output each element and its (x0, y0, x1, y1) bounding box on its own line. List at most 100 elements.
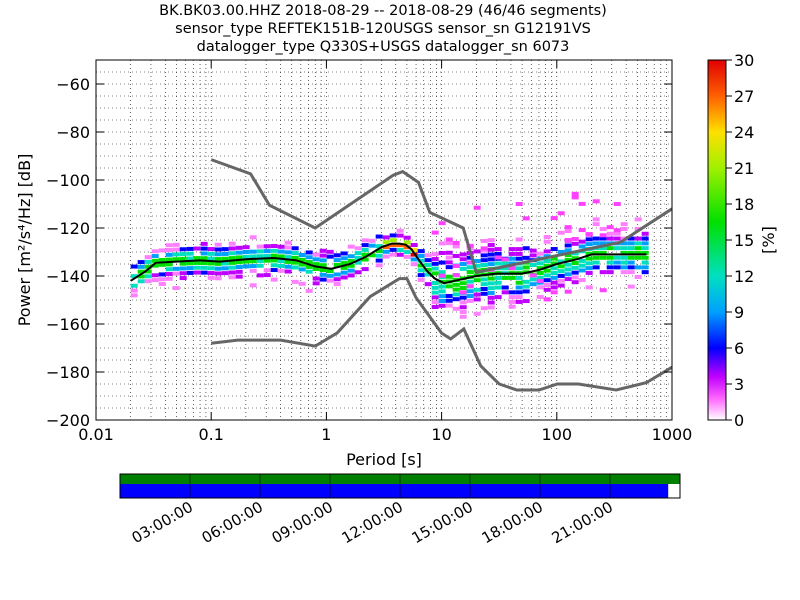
heatmap-cell (424, 267, 432, 272)
heatmap-cell (368, 238, 376, 243)
heatmap-cell (326, 254, 334, 259)
heatmap-cell (522, 284, 530, 289)
heatmap-cell (473, 292, 481, 297)
heatmap-cell (284, 245, 292, 250)
y-tick-label: −80 (56, 123, 90, 142)
heatmap-cell (480, 238, 488, 243)
x-axis: 0.01 0.1 1 10 100 1000 (78, 60, 692, 444)
y-axis-label: Power [m²/s⁴/Hz] [dB] (15, 154, 34, 327)
heatmap-cell (613, 260, 621, 265)
heatmap-cell (508, 304, 516, 309)
heatmap-cell (249, 268, 257, 273)
x-tick-label: 1000 (652, 425, 693, 444)
heatmap-cell (522, 289, 530, 294)
timeline-tick-label: 15:00:00 (409, 498, 476, 547)
mode-line (130, 242, 647, 285)
heatmap-cell (270, 268, 278, 273)
colorbar-tick-label: 0 (734, 411, 744, 430)
heatmap-cell (571, 256, 579, 261)
heatmap-cell (291, 260, 299, 265)
heatmap-cell (459, 266, 467, 271)
heatmap-cell (620, 255, 628, 260)
heatmap-cell (515, 251, 523, 256)
heatmap-cell (326, 278, 334, 283)
timeline-tick-label: 06:00:00 (199, 498, 266, 547)
heatmap-cell (403, 240, 411, 245)
new-high-noise-model-line (210, 158, 672, 275)
heatmap-cell (515, 290, 523, 295)
heatmap-cell (431, 290, 439, 295)
x-axis-label: Period [s] (346, 450, 422, 469)
heatmap-cell (319, 263, 327, 268)
heatmap-cell (487, 257, 495, 262)
heatmap-cell (396, 228, 404, 233)
heatmap-cell (368, 253, 376, 258)
heatmap-cell (571, 191, 579, 196)
heatmap-cell (620, 222, 628, 227)
heatmap-cell (564, 243, 572, 248)
heatmap-cell (284, 264, 292, 269)
heatmap-cell (410, 247, 418, 252)
heatmap-cell (501, 275, 509, 280)
colorbar-tick-label: 18 (734, 195, 754, 214)
heatmap-cell (571, 241, 579, 246)
heatmap-cell (158, 277, 166, 282)
heatmap-cell (221, 256, 229, 261)
heatmap-cell (130, 288, 138, 293)
heatmap-cell (235, 274, 243, 279)
heatmap-cell (382, 244, 390, 249)
heatmap-cell (172, 271, 180, 276)
heatmap-cell (431, 266, 439, 271)
heatmap-cell (459, 295, 467, 300)
heatmap-cell (389, 243, 397, 248)
heatmap-cell (571, 270, 579, 275)
heatmap-cell (480, 306, 488, 311)
colorbar-tick-label: 9 (734, 303, 744, 322)
heatmap-cell (529, 248, 537, 253)
heatmap-cell (193, 265, 201, 270)
heatmap-cell (347, 273, 355, 278)
heatmap-cell (599, 233, 607, 238)
heatmap-cell (487, 286, 495, 291)
heatmap-cell (613, 201, 621, 206)
heatmap-cell (137, 279, 145, 284)
heatmap-cell (627, 260, 635, 265)
chart-title-line2: sensor_type REFTEK151B-120USGS sensor_sn… (175, 21, 591, 37)
heatmap-cell (459, 281, 467, 286)
heatmap-cell (354, 260, 362, 265)
heatmap-cell (179, 252, 187, 257)
heatmap-cell (354, 270, 362, 275)
heatmap-cell (473, 249, 481, 254)
heatmap-cell (291, 279, 299, 284)
heatmap-cell (494, 285, 502, 290)
heatmap-cell (186, 246, 194, 251)
colorbar-tick-label: 3 (734, 375, 744, 394)
heatmap-cell (186, 270, 194, 275)
heatmap-cell (466, 255, 474, 260)
heatmap-cell (151, 278, 159, 283)
heatmap-cell (487, 305, 495, 310)
heatmap-cell (312, 281, 320, 286)
heatmap-cell (417, 277, 425, 282)
colorbar-tick-label: 21 (734, 159, 754, 178)
heatmap-cell (361, 252, 369, 257)
timeline-tick-label: 21:00:00 (549, 498, 616, 547)
timeline-tick-label: 03:00:00 (129, 498, 196, 547)
heatmap-cell (179, 266, 187, 271)
heatmap-cell (571, 265, 579, 270)
heatmap-cell (641, 231, 649, 236)
heatmap-cell (256, 249, 264, 254)
heatmap-cell (312, 257, 320, 262)
heatmap-cell (606, 260, 614, 265)
heatmap-cell (627, 241, 635, 246)
heatmap-cell (501, 285, 509, 290)
heatmap-cell (270, 248, 278, 253)
heatmap-cell (473, 311, 481, 316)
heatmap-cell (536, 270, 544, 275)
heatmap-cell (466, 260, 474, 265)
plot-frame (95, 59, 673, 421)
heatmap-cell (620, 260, 628, 265)
heatmap-cell (571, 275, 579, 280)
heatmap-cell (179, 261, 187, 266)
